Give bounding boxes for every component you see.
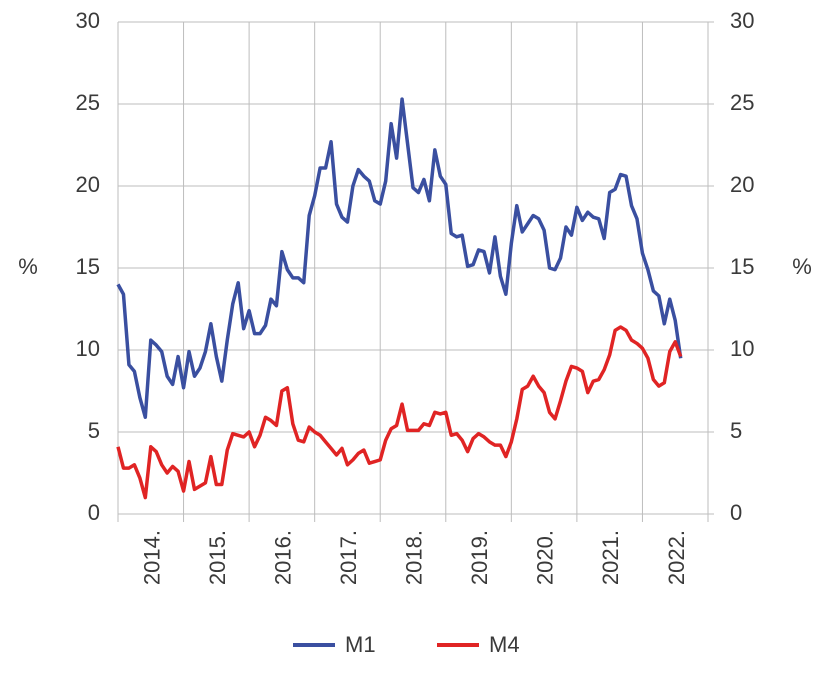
- y-tick-label: 0: [88, 500, 100, 525]
- x-tick-label: 2022.: [664, 530, 689, 585]
- y2-tick-label: 10: [730, 336, 754, 361]
- y2-tick-label: 25: [730, 90, 754, 115]
- x-tick-label: 2019.: [467, 530, 492, 585]
- y-tick-label: 10: [76, 336, 100, 361]
- series-line: [116, 325, 683, 500]
- y-axis-label: %: [18, 254, 38, 279]
- x-tick-label: 2020.: [533, 530, 558, 585]
- y-tick-label: 5: [88, 418, 100, 443]
- x-tick-label: 2014.: [139, 530, 164, 585]
- legend-label: M4: [489, 632, 520, 657]
- y2-tick-label: 5: [730, 418, 742, 443]
- x-tick-label: 2016.: [270, 530, 295, 585]
- y2-axis-label: %: [792, 254, 812, 279]
- x-tick-label: 2017.: [336, 530, 361, 585]
- y-tick-label: 30: [76, 8, 100, 33]
- x-tick-label: 2021.: [598, 530, 623, 585]
- legend-label: M1: [345, 632, 376, 657]
- y-tick-label: 15: [76, 254, 100, 279]
- y2-tick-label: 30: [730, 8, 754, 33]
- y-tick-label: 20: [76, 172, 100, 197]
- series-line: [116, 97, 683, 419]
- y2-tick-label: 0: [730, 500, 742, 525]
- x-tick-label: 2018.: [402, 530, 427, 585]
- x-tick-label: 2015.: [205, 530, 230, 585]
- y2-tick-label: 20: [730, 172, 754, 197]
- y2-tick-label: 15: [730, 254, 754, 279]
- y-tick-label: 25: [76, 90, 100, 115]
